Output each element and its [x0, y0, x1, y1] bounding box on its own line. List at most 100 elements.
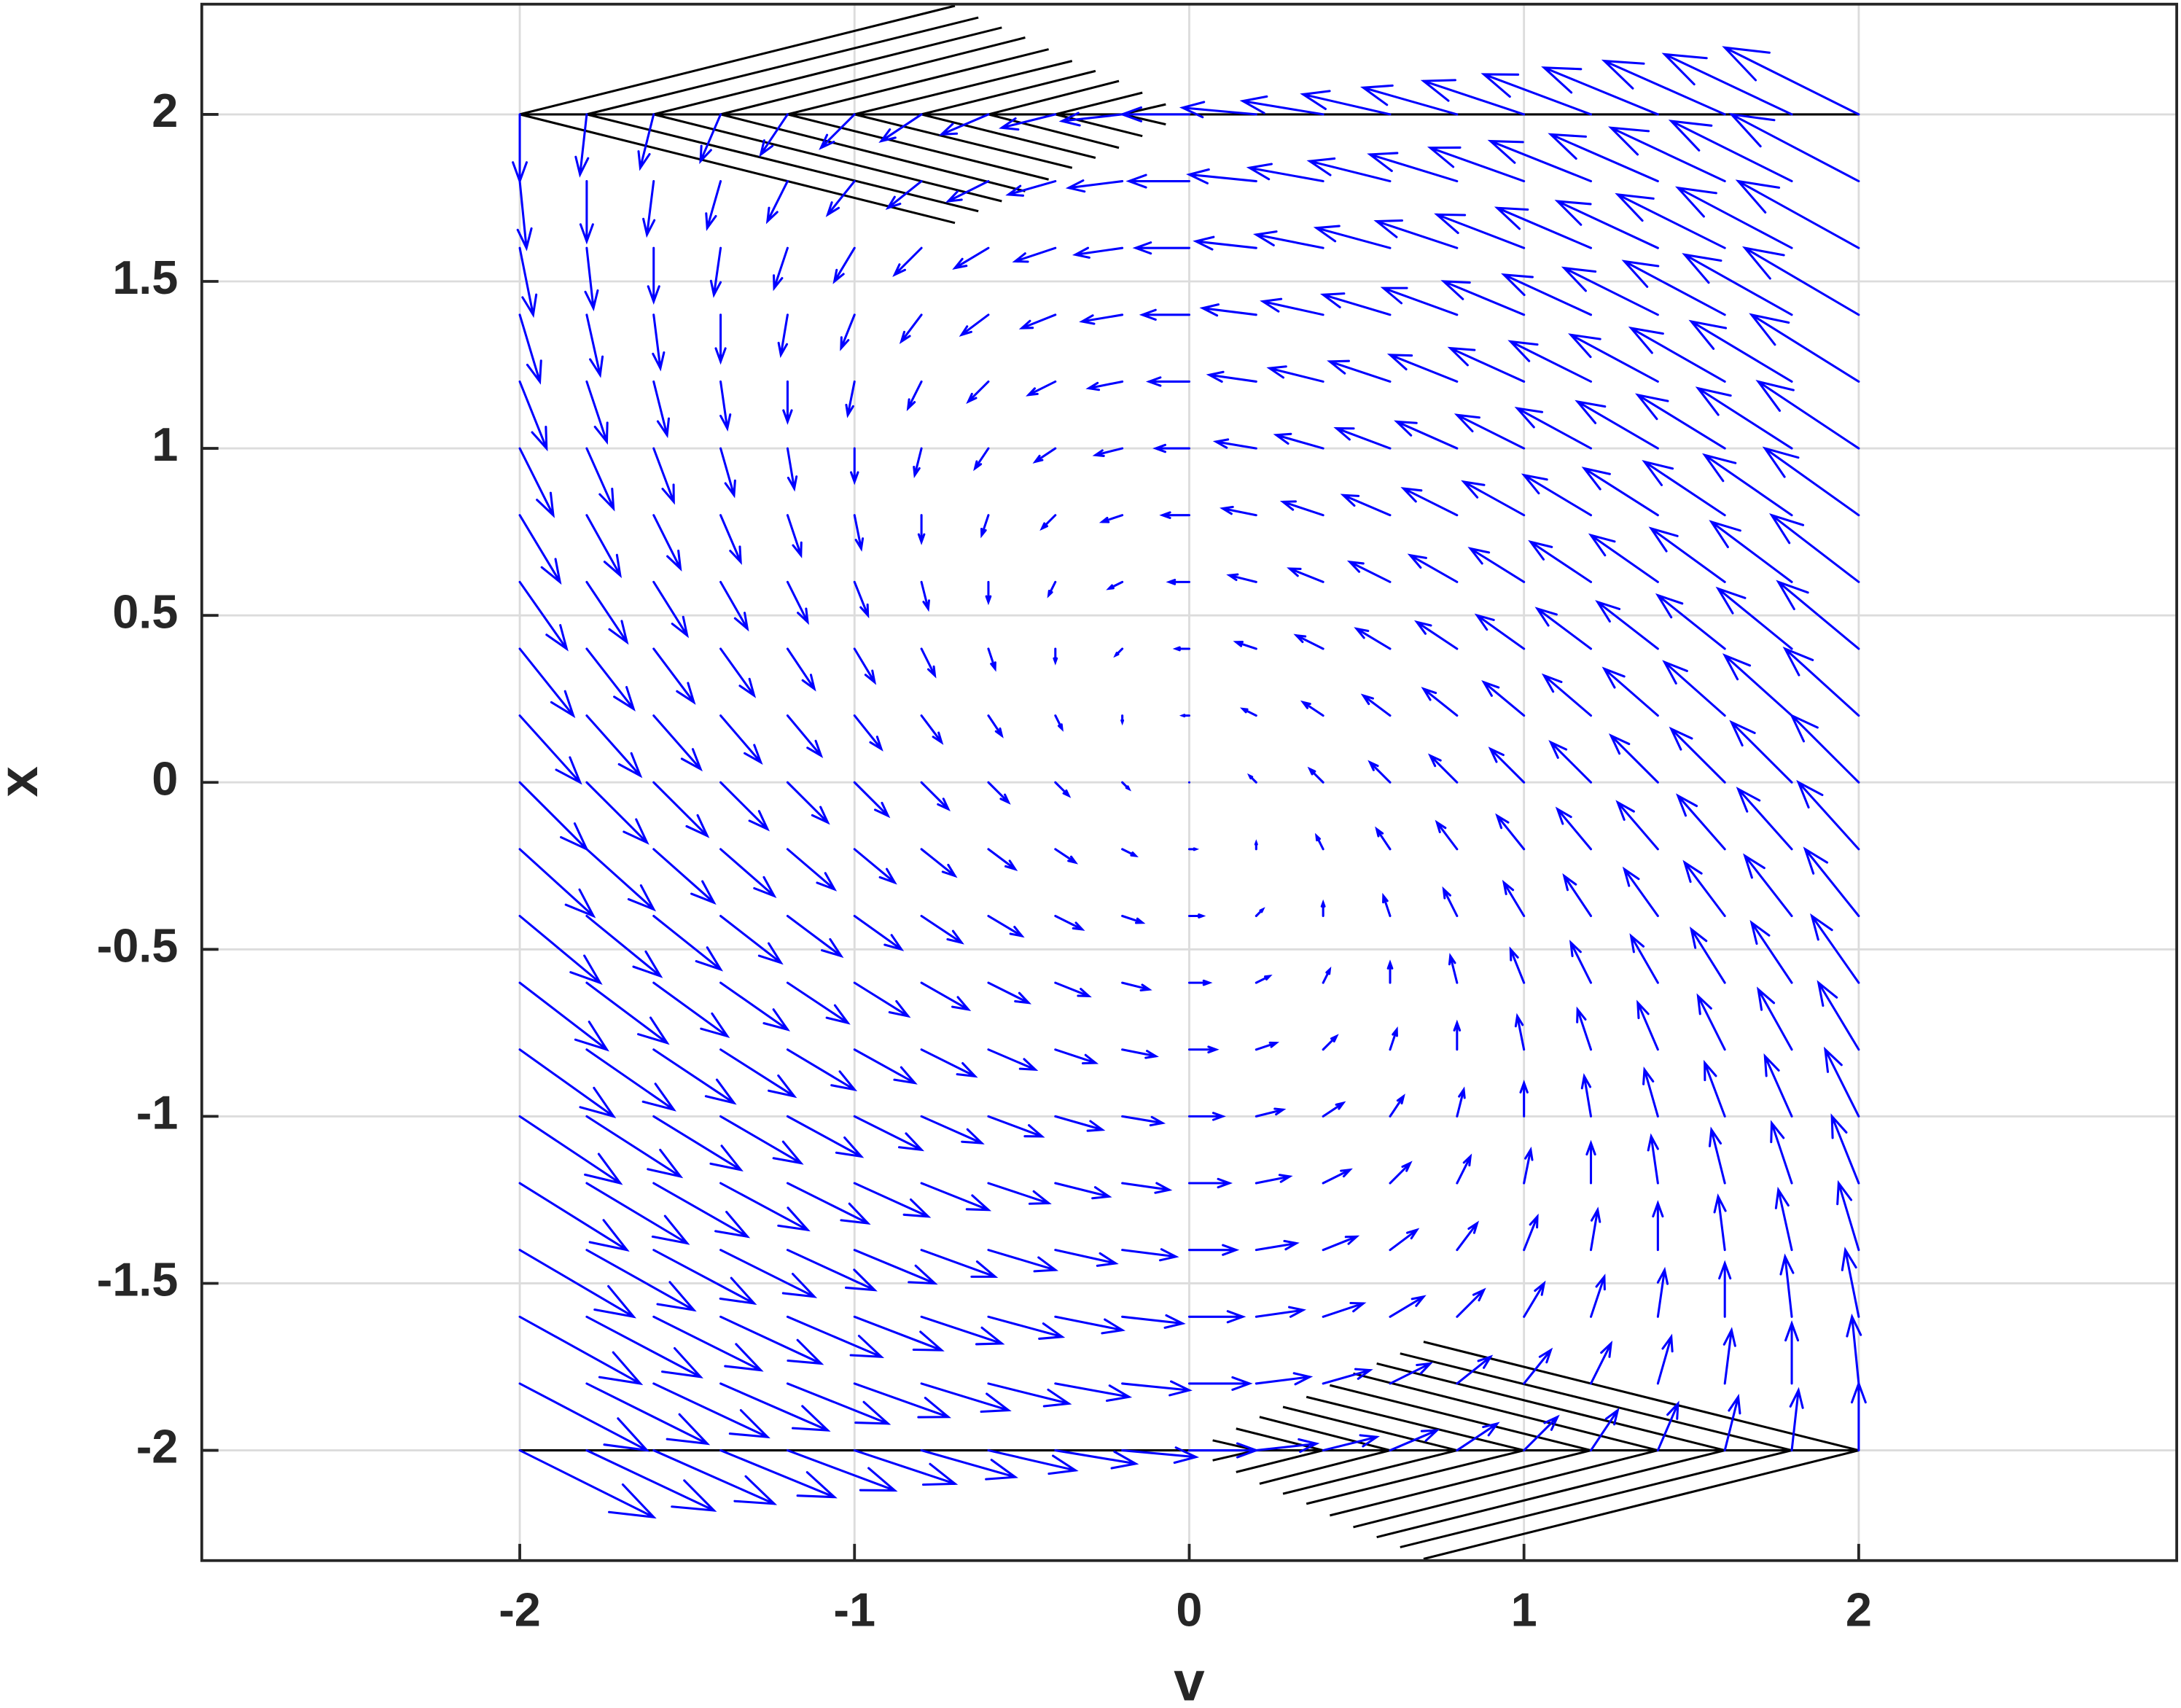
- arrow: [1322, 1034, 1339, 1051]
- arrow: [1255, 1107, 1287, 1118]
- arrow: [920, 1048, 978, 1078]
- y-tick-label: -1.5: [97, 1253, 179, 1306]
- arrow: [585, 1182, 690, 1245]
- arrow: [1187, 1177, 1233, 1189]
- arrow: [652, 1048, 737, 1105]
- arrow: [1058, 112, 1124, 127]
- arrow: [1488, 746, 1526, 784]
- arrow: [1647, 1133, 1659, 1185]
- arrow: [652, 1182, 751, 1239]
- boundary-line: [1282, 1405, 1458, 1452]
- arrow: [1523, 1280, 1546, 1318]
- arrow: [1121, 981, 1152, 992]
- arrow: [585, 1115, 684, 1179]
- arrow: [1106, 580, 1124, 590]
- arrow: [1595, 600, 1659, 650]
- arrow: [1817, 980, 1860, 1051]
- arrow: [1601, 666, 1659, 717]
- x-tick-label: 2: [1846, 1583, 1872, 1636]
- arrow: [585, 981, 670, 1045]
- arrow: [719, 781, 770, 832]
- arrow: [1121, 1380, 1193, 1397]
- arrow: [850, 447, 859, 486]
- arrow: [1501, 273, 1593, 316]
- arrow: [705, 180, 722, 231]
- y-tick-label: 0: [152, 752, 178, 805]
- arrow: [1568, 333, 1659, 383]
- arrow: [1322, 1368, 1373, 1385]
- arrow: [987, 848, 1018, 872]
- arrow: [1507, 340, 1593, 383]
- arrow: [652, 380, 670, 439]
- arrow: [1327, 359, 1392, 383]
- arrow: [1255, 1306, 1307, 1318]
- y-tick-label: -1: [136, 1086, 179, 1139]
- arrow: [1389, 1228, 1420, 1252]
- arrow: [1440, 280, 1526, 316]
- arrow: [1300, 90, 1392, 116]
- arrow: [518, 380, 548, 452]
- arrow: [1346, 560, 1392, 583]
- arrow: [518, 514, 562, 585]
- arrow: [1784, 1320, 1800, 1385]
- arrow: [1722, 653, 1793, 717]
- arrow: [1079, 313, 1124, 325]
- arrow: [719, 1182, 811, 1232]
- arrow: [652, 1249, 757, 1306]
- arrow: [1389, 1362, 1434, 1385]
- arrow: [719, 981, 791, 1032]
- arrow: [819, 113, 856, 150]
- arrow: [920, 914, 964, 945]
- arrow: [1601, 59, 1726, 116]
- arrow: [1523, 1146, 1534, 1185]
- arrow: [987, 1182, 1052, 1205]
- arrow: [1026, 380, 1057, 397]
- arrow: [853, 981, 911, 1018]
- arrow: [920, 580, 930, 612]
- arrow: [585, 1449, 717, 1512]
- arrow: [786, 580, 809, 625]
- arrow: [518, 781, 590, 852]
- arrow: [1648, 526, 1726, 583]
- arrow: [516, 180, 533, 251]
- arrow: [719, 447, 736, 499]
- arrow: [987, 1249, 1059, 1273]
- arrow: [1796, 779, 1860, 851]
- arrow: [1521, 473, 1593, 517]
- arrow: [1121, 914, 1146, 924]
- arrow: [1018, 313, 1057, 329]
- arrow: [1434, 213, 1526, 249]
- arrow: [585, 714, 643, 779]
- arrow: [1032, 447, 1057, 464]
- arrow: [1713, 1193, 1727, 1252]
- arrow: [719, 580, 749, 632]
- arrow: [1487, 139, 1593, 183]
- arrow: [987, 914, 1025, 938]
- arrow: [1548, 740, 1593, 784]
- arrow: [1407, 553, 1459, 583]
- arrow: [1187, 913, 1206, 919]
- boundary-line: [1329, 1384, 1591, 1452]
- arrow: [786, 1315, 885, 1359]
- arrow: [1255, 1372, 1314, 1386]
- arrow: [920, 647, 937, 679]
- arrow: [1789, 1387, 1804, 1452]
- arrow: [1622, 866, 1659, 918]
- arrow: [1252, 230, 1324, 249]
- arrow: [840, 313, 856, 351]
- arrow: [1481, 679, 1526, 717]
- arrow: [777, 313, 789, 359]
- arrow: [585, 1249, 697, 1312]
- arrow: [585, 781, 649, 845]
- arrow: [853, 1382, 952, 1419]
- arrow: [574, 113, 590, 178]
- arrow: [832, 246, 856, 284]
- arrow: [786, 1382, 891, 1425]
- arrow: [652, 1115, 744, 1172]
- arrow: [1448, 953, 1459, 984]
- arrow: [1255, 907, 1265, 918]
- boundary-line: [720, 36, 1026, 116]
- arrow: [1054, 1382, 1133, 1403]
- arrow: [998, 113, 1057, 131]
